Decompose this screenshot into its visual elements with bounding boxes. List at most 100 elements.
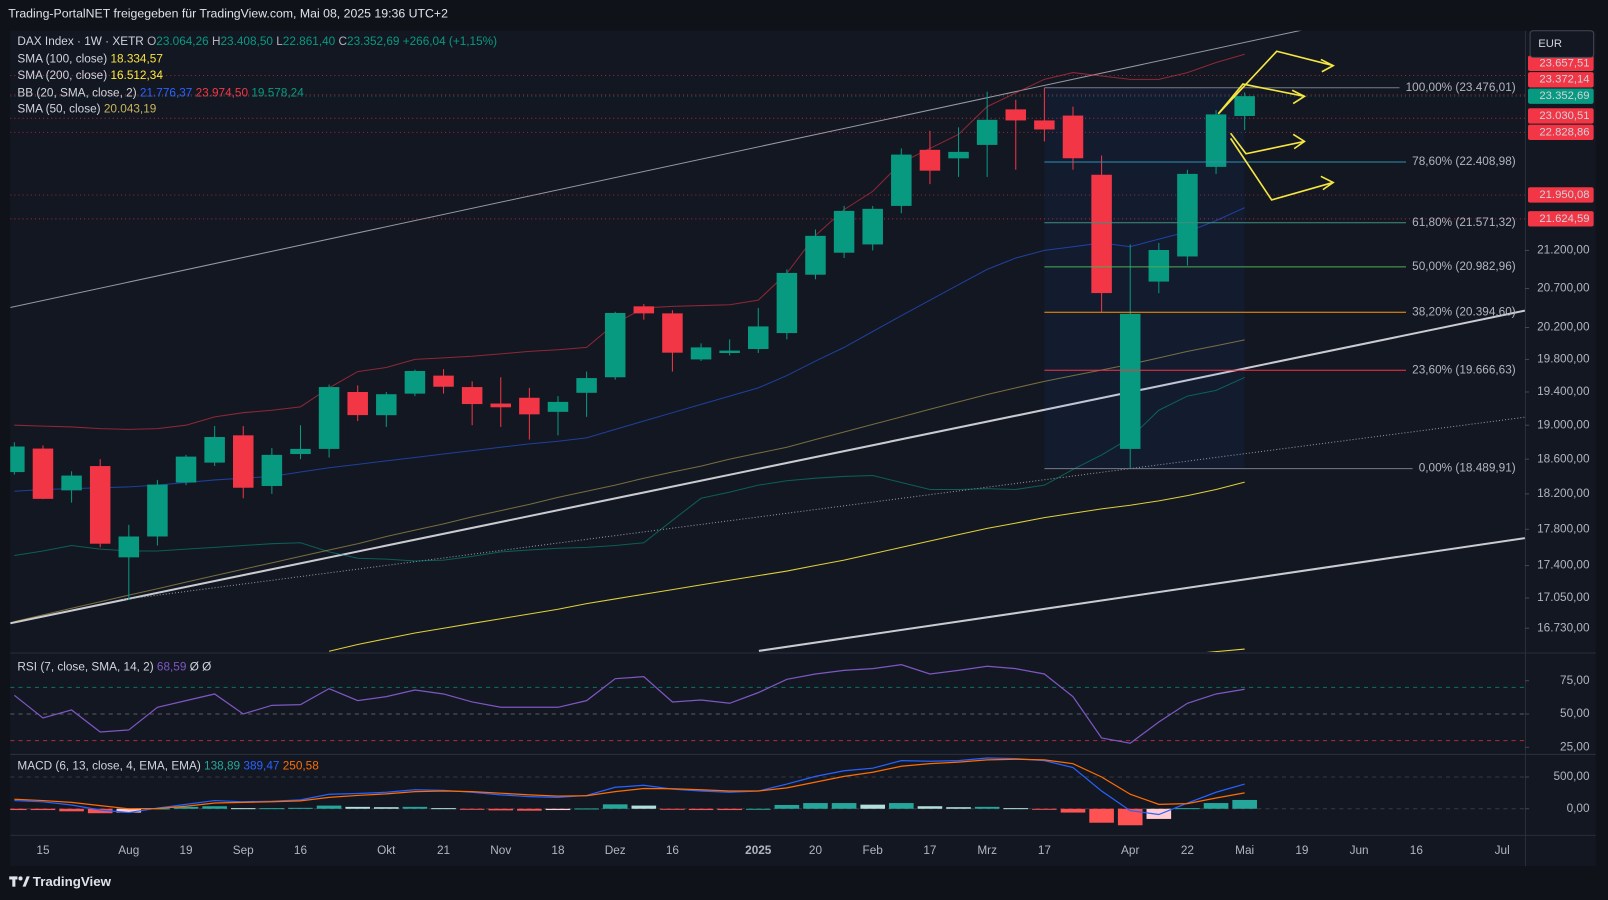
candle-body (776, 272, 798, 334)
histogram-bar (1203, 803, 1229, 809)
histogram-bar (602, 804, 628, 809)
indicator-value: 18.334,57 (110, 53, 162, 66)
candle-body (833, 210, 855, 253)
arrow-head (1320, 58, 1335, 73)
logo-part (12, 876, 16, 887)
arrow-head (1320, 175, 1335, 191)
arrow-head (1292, 133, 1306, 150)
candle-body (204, 437, 225, 463)
candle-body (1034, 120, 1055, 130)
histogram-bar (1117, 808, 1143, 826)
price-label: 23.030,51 (1539, 110, 1589, 122)
arrow-path (1229, 137, 1334, 201)
histogram-bar (116, 808, 142, 813)
histogram-bar (173, 806, 199, 809)
y-tick-label: 18.200,00 (1537, 487, 1590, 500)
x-tick-label: Mrz (977, 844, 997, 857)
moving-average (1206, 648, 1245, 652)
brand-logo (9, 876, 30, 887)
logo-part (18, 876, 23, 881)
price-label: 22.828,86 (1539, 126, 1589, 138)
x-tick-label: 2025 (745, 844, 772, 857)
main-pane: 100,00% (23.476,01) 78,60% (22.408,98) 61,… (10, 53, 1525, 652)
histogram-bar (1032, 808, 1057, 810)
y-tick-label: 75,00 (1560, 674, 1590, 687)
x-tick-label: Jun (1350, 844, 1369, 857)
histogram-bar (459, 808, 485, 810)
y-tick-label: 19.000,00 (1537, 418, 1590, 431)
candle-body (1005, 109, 1027, 121)
currency-button[interactable] (1529, 30, 1595, 58)
histogram-bar (259, 808, 285, 810)
band-line (14, 53, 1245, 430)
y-tick-label: 0,00 (1567, 802, 1590, 815)
histogram-bar (774, 804, 800, 809)
arrow-path (1217, 50, 1334, 115)
y-tick-label: 17.400,00 (1537, 559, 1590, 572)
drawings (10, 30, 1525, 652)
y-tick-label: 19.400,00 (1537, 385, 1590, 398)
y-tick-label: 20.700,00 (1537, 282, 1590, 295)
moving-average (14, 339, 1245, 623)
x-tick-label: Feb (863, 844, 884, 857)
candle-body (976, 119, 998, 145)
legend-row: MACD (6, 13, close, 4, EMA, EMA) 138,89 … (17, 760, 319, 773)
candle-body (232, 435, 254, 488)
ohlc-value: 23.064,26 (156, 35, 209, 48)
indicator-name: SMA (50, close) (17, 103, 100, 116)
legend-row: SMA (100, close) 18.334,57 (17, 53, 162, 66)
x-tick-label: Aug (118, 844, 139, 857)
price-label-box (1528, 211, 1594, 227)
ohlc-value: 23.352,69 (347, 35, 399, 48)
histogram-bar (803, 803, 828, 809)
arrows (1217, 50, 1335, 201)
candle-body (433, 375, 454, 387)
histogram-bar (631, 805, 657, 809)
histogram-bar (59, 808, 84, 812)
candle-body (719, 350, 740, 353)
histogram-bar (745, 808, 771, 810)
x-tick-label: 17 (1038, 844, 1051, 857)
indicator-name: BB (20, SMA, close, 2) (17, 86, 136, 99)
candle-body (862, 208, 883, 245)
channel-line (10, 309, 1525, 625)
histogram-bar (889, 803, 914, 809)
legend-row: DAX Index · 1W · XETR O23.064,26 H23.408… (17, 35, 497, 48)
histogram-bar (488, 808, 514, 811)
candle-body (376, 394, 397, 416)
macd-pane (10, 757, 1525, 826)
indicator-name: RSI (7, close, SMA, 14, 2) (17, 660, 153, 673)
fib-label: 100,00% (23.476,01) (1406, 81, 1516, 94)
candle-body (118, 536, 140, 558)
histogram-bar (288, 807, 313, 809)
candle-body (10, 446, 25, 473)
histogram-bar (374, 807, 399, 809)
histogram-bar (860, 804, 886, 809)
y-tick-label: 17.800,00 (1537, 522, 1590, 535)
share-header: Trading-PortalNET freigegeben für Tradin… (8, 7, 448, 21)
x-tick-label: Nov (490, 844, 511, 857)
indicator-extra: Ø Ø (190, 660, 212, 673)
legend-row: SMA (200, close) 16.512,34 (17, 69, 163, 82)
histogram-bar (974, 806, 1000, 809)
x-tick-label: 19 (179, 844, 192, 857)
price-label-box (1528, 55, 1594, 72)
price-label-box (1528, 187, 1594, 203)
legend-row: BB (20, SMA, close, 2) 21.776,37 23.974,… (17, 86, 304, 99)
x-tick-label: 18 (551, 844, 565, 857)
rsi-line (13, 664, 1245, 744)
candle-body (576, 378, 597, 393)
ohlc-key: C (339, 35, 348, 48)
fib-label: 38,20% (20.394,60) (1412, 305, 1516, 318)
indicator-name: MACD (6, 13, close, 4, EMA, EMA) (17, 760, 200, 773)
x-tick-label: Jul (1495, 844, 1510, 857)
candle-body (404, 370, 426, 394)
currency[interactable]: EUR (1538, 38, 1562, 50)
candle-body (175, 456, 197, 483)
candle-body (1234, 96, 1255, 116)
y-tick-label: 19.800,00 (1537, 353, 1590, 366)
x-tick-label: Mai (1235, 844, 1254, 857)
candle-body (490, 403, 512, 408)
